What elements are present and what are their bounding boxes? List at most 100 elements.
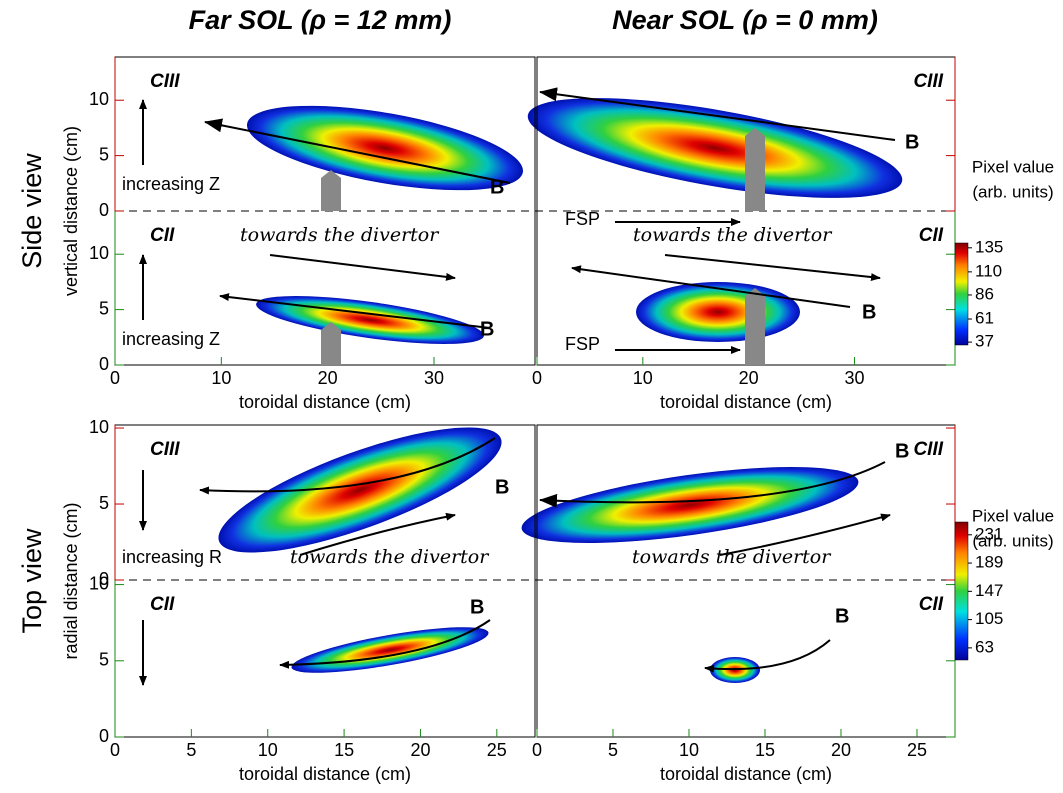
y-tick-label: 10: [89, 243, 109, 263]
annotation: increasing R: [122, 547, 222, 567]
x-tick-label: 20: [410, 740, 430, 760]
arrow: [571, 265, 851, 308]
arrow: [279, 619, 491, 669]
annotation: increasing Z: [122, 329, 220, 349]
annotation: B: [490, 176, 504, 198]
fsp-probe: [745, 128, 765, 211]
emission-image: [527, 98, 903, 198]
x-tick-label: 25: [487, 740, 507, 760]
y-tick-label: 5: [99, 493, 109, 513]
emission-image: [246, 105, 524, 191]
colorbar-tick-label: 135: [975, 237, 1003, 256]
x-tick-label: 30: [424, 368, 444, 388]
row-title: Side view: [17, 153, 47, 269]
x-tick-label: 20: [831, 740, 851, 760]
ion-label: CII: [919, 225, 944, 246]
annotation: FSP: [565, 209, 600, 229]
arrow: [664, 254, 881, 282]
annotation: B: [895, 440, 909, 462]
ion-label: CII: [919, 594, 944, 615]
colorbar-tick-label: 86: [975, 284, 994, 303]
ion-label: CII: [150, 594, 175, 615]
x-tick-label: 15: [755, 740, 775, 760]
x-tick-label: 5: [186, 740, 196, 760]
y-tick-label: 5: [99, 650, 109, 670]
ion-label: CIII: [913, 71, 943, 92]
y-tick-label: 0: [99, 354, 109, 374]
x-tick-label: 20: [318, 368, 338, 388]
colorbar-units: (arb. units): [972, 531, 1053, 550]
y-tick-label: 10: [89, 417, 109, 437]
fsp-probe: [321, 322, 341, 365]
emission-image: [636, 282, 800, 342]
y-tick-label: 0: [99, 726, 109, 746]
colorbar-tick-label: 110: [975, 261, 1002, 280]
x-axis-label: toroidal distance (cm): [239, 392, 411, 412]
ion-label: CIII: [913, 439, 943, 460]
y-tick-label: 0: [99, 569, 109, 589]
emission-image: [256, 296, 484, 344]
x-axis-label: toroidal distance (cm): [660, 392, 832, 412]
annotation: towards the divertor: [632, 546, 832, 568]
colorbar-tick-label: 105: [975, 609, 1003, 628]
annotation: FSP: [565, 334, 600, 354]
annotation: B: [862, 301, 876, 323]
arrow: [204, 118, 511, 184]
fsp-probe: [321, 170, 341, 211]
ion-label: CII: [150, 225, 175, 246]
arrow: [539, 87, 896, 141]
ion-label: CIII: [150, 439, 180, 460]
annotation: B: [480, 318, 494, 340]
x-tick-label: 20: [739, 368, 759, 388]
annotation: towards the divertor: [290, 546, 490, 568]
arrow: [269, 254, 456, 281]
colorbar-tick-label: 189: [975, 553, 1003, 572]
x-axis-label: toroidal distance (cm): [660, 764, 832, 784]
colorbar-tick-label: 231: [975, 524, 1003, 543]
x-tick-label: 10: [679, 740, 699, 760]
arrow: [719, 513, 891, 556]
x-axis-label: toroidal distance (cm): [239, 764, 411, 784]
x-tick-label: 25: [907, 740, 927, 760]
y-tick-label: 5: [99, 298, 109, 318]
arrow: [199, 437, 496, 495]
emission-image: [291, 627, 489, 673]
column-title: Near SOL (ρ = 0 mm): [612, 5, 878, 35]
x-tick-label: 30: [844, 368, 864, 388]
annotation: B: [835, 605, 849, 627]
colorbar: [954, 242, 969, 346]
y-axis-label: vertical distance (cm): [61, 126, 81, 296]
row-title: Top view: [17, 528, 47, 634]
arrow: [219, 293, 491, 329]
annotation: B: [470, 596, 484, 618]
x-tick-label: 0: [110, 740, 120, 760]
colorbar-units: (arb. units): [972, 182, 1053, 201]
arrow: [539, 461, 886, 508]
y-tick-label: 10: [89, 573, 109, 593]
colorbar-tick-label: 63: [975, 637, 994, 656]
annotation: B: [495, 476, 509, 498]
arrow: [299, 512, 456, 556]
colorbar-title: Pixel value: [972, 157, 1054, 176]
y-tick-label: 10: [89, 89, 109, 109]
x-tick-label: 10: [211, 368, 231, 388]
x-tick-label: 15: [334, 740, 354, 760]
colorbar-tick-label: 147: [975, 581, 1003, 600]
colorbar-title: Pixel value: [972, 506, 1054, 525]
fsp-probe: [745, 288, 765, 365]
ion-label: CIII: [150, 71, 180, 92]
emission-image: [218, 427, 502, 553]
colorbar-tick-label: 37: [975, 332, 994, 351]
arrow: [704, 639, 831, 673]
x-tick-label: 0: [110, 368, 120, 388]
emission-image: [521, 467, 859, 543]
annotation: towards the divertor: [633, 224, 833, 246]
column-title: Far SOL (ρ = 12 mm): [189, 5, 452, 35]
x-tick-label: 5: [608, 740, 618, 760]
annotation: increasing Z: [122, 174, 220, 194]
colorbar: [954, 521, 969, 661]
colorbar-tick-label: 61: [975, 309, 994, 328]
x-tick-label: 10: [633, 368, 653, 388]
y-tick-label: 0: [99, 200, 109, 220]
